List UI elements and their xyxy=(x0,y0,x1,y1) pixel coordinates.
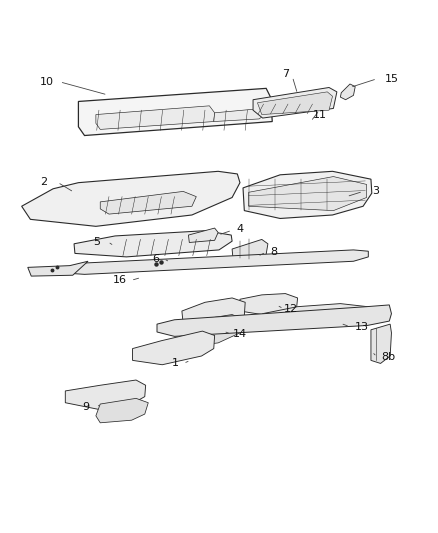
Text: 4: 4 xyxy=(237,223,244,233)
Polygon shape xyxy=(65,250,368,274)
Polygon shape xyxy=(253,87,337,118)
Polygon shape xyxy=(258,92,332,115)
Polygon shape xyxy=(182,298,245,328)
Text: 1: 1 xyxy=(172,358,179,368)
Polygon shape xyxy=(65,380,146,410)
Text: 13: 13 xyxy=(355,322,369,332)
Text: 8: 8 xyxy=(270,247,277,257)
Text: 11: 11 xyxy=(312,110,326,120)
Polygon shape xyxy=(96,398,148,423)
Polygon shape xyxy=(249,176,367,211)
Polygon shape xyxy=(100,191,196,214)
Polygon shape xyxy=(263,304,368,327)
Polygon shape xyxy=(78,88,272,135)
Polygon shape xyxy=(21,171,240,227)
Polygon shape xyxy=(340,84,355,100)
Text: 8b: 8b xyxy=(381,352,396,362)
Text: 9: 9 xyxy=(82,402,89,412)
Text: 5: 5 xyxy=(93,237,100,247)
Polygon shape xyxy=(133,331,215,365)
Text: 3: 3 xyxy=(372,187,379,196)
Polygon shape xyxy=(243,171,372,219)
Polygon shape xyxy=(371,324,392,364)
Polygon shape xyxy=(28,261,88,276)
Text: 12: 12 xyxy=(284,304,298,314)
Text: 14: 14 xyxy=(233,329,247,339)
Polygon shape xyxy=(232,239,268,260)
Text: 15: 15 xyxy=(385,74,399,84)
Text: 6: 6 xyxy=(152,254,159,264)
Text: 16: 16 xyxy=(113,276,127,286)
Polygon shape xyxy=(188,228,218,243)
Polygon shape xyxy=(240,294,297,314)
Text: 10: 10 xyxy=(39,77,53,87)
Polygon shape xyxy=(157,305,392,336)
Text: 7: 7 xyxy=(282,69,289,79)
Polygon shape xyxy=(74,231,232,257)
Polygon shape xyxy=(96,106,215,130)
Polygon shape xyxy=(183,314,244,346)
Polygon shape xyxy=(214,108,266,122)
Text: 2: 2 xyxy=(40,177,47,187)
